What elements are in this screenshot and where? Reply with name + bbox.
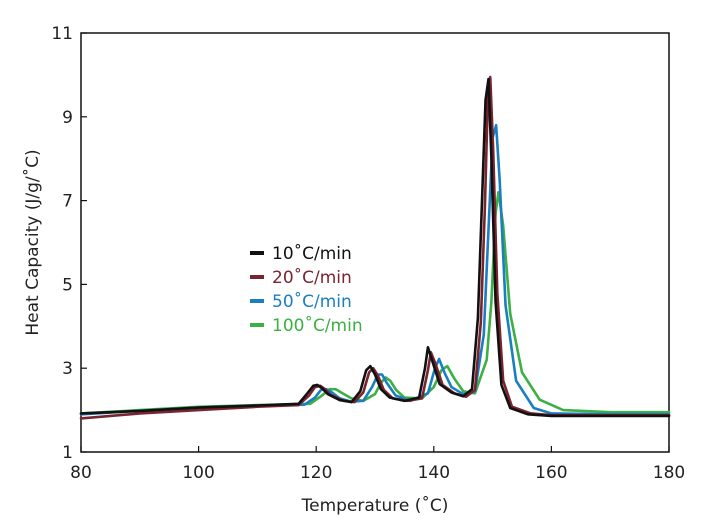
y-tick-label: 3 [62,359,73,379]
x-tick-label: 80 [70,463,92,483]
y-tick-label: 5 [62,275,73,295]
x-tick-label: 120 [300,463,332,483]
plot-frame [80,32,670,453]
series-line-2 [79,75,671,420]
legend-label: 50˚C/min [272,291,352,312]
legend-label: 10˚C/min [272,243,352,264]
y-axis-ticks: 1 3 5 7 9 11 [51,24,87,463]
x-axis-title: Temperature (˚C) [301,495,449,516]
series-layer [79,75,671,420]
y-tick-label: 1 [62,443,73,463]
x-tick-label: 160 [535,463,567,483]
y-axis-title: Heat Capacity (J/g/˚C) [22,149,43,335]
legend-label: 20˚C/min [272,267,352,288]
x-tick-label: 100 [182,463,214,483]
y-tick-label: 9 [62,108,73,128]
y-tick-label: 11 [51,24,73,44]
x-axis-ticks: 80 100 120 140 160 180 [70,446,685,483]
x-tick-label: 140 [418,463,450,483]
series-line-1 [79,77,671,418]
legend-label: 100˚C/min [272,315,363,336]
y-tick-label: 7 [62,192,73,212]
legend: 10˚C/min 20˚C/min 50˚C/min 100˚C/min [250,243,363,336]
x-tick-label: 180 [653,463,685,483]
